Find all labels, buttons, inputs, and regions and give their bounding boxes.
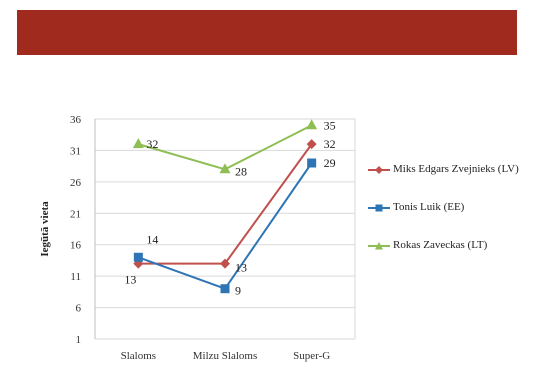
data-label-series-1: 13 — [235, 261, 247, 275]
legend-item-3: Rokas Zaveckas (LT) — [368, 238, 533, 276]
x-tick-label: Slaloms — [121, 350, 156, 362]
series-2-point — [220, 284, 230, 294]
data-label-series-2: 9 — [235, 284, 241, 298]
y-tick-label: 31 — [70, 145, 81, 157]
title-banner — [17, 10, 517, 55]
legend-label-1: Miks Edgars Zvejnieks (LV) — [393, 163, 519, 175]
series-line-1 — [138, 143, 313, 265]
legend-swatch-3 — [368, 242, 390, 250]
data-label-series-1: 13 — [124, 273, 136, 287]
y-tick-label: 36 — [70, 114, 82, 126]
data-label-series-2: 14 — [146, 232, 158, 246]
y-tick-label: 26 — [70, 177, 82, 189]
series-2-point — [133, 252, 143, 262]
y-tick-label: 1 — [76, 334, 82, 346]
data-label-series-3: 35 — [324, 118, 336, 132]
legend-item-1: Miks Edgars Zvejnieks (LV) — [368, 162, 533, 200]
data-label-series-1: 32 — [324, 137, 336, 151]
legend-item-2: Tonis Luik (EE) — [368, 200, 533, 238]
legend-swatch-2 — [368, 204, 390, 212]
y-axis-label: Iegūtā vieta — [39, 201, 51, 257]
legend: Miks Edgars Zvejnieks (LV) Tonis Luik (E… — [368, 162, 533, 276]
legend-label-2: Tonis Luik (EE) — [393, 201, 465, 213]
legend-swatch-1 — [368, 166, 390, 174]
series-3-point — [306, 119, 318, 130]
series-1-point — [220, 258, 230, 269]
y-tick-label: 11 — [70, 271, 81, 283]
y-tick-label: 6 — [76, 303, 82, 315]
series-line-3 — [138, 124, 313, 171]
x-tick-label: Milzu Slaloms — [193, 350, 257, 362]
legend-label-3: Rokas Zaveckas (LT) — [393, 239, 488, 251]
series-3-point — [132, 138, 144, 149]
data-label-series-3: 32 — [146, 137, 158, 151]
x-tick-label: Super-G — [293, 350, 330, 362]
y-tick-label: 16 — [70, 240, 82, 252]
y-tick-label: 21 — [70, 208, 81, 220]
data-label-series-3: 28 — [235, 164, 247, 178]
series-1-point — [306, 139, 317, 150]
series-2-point — [307, 158, 317, 168]
series-3-point — [219, 163, 231, 174]
data-label-series-2: 29 — [324, 156, 336, 170]
